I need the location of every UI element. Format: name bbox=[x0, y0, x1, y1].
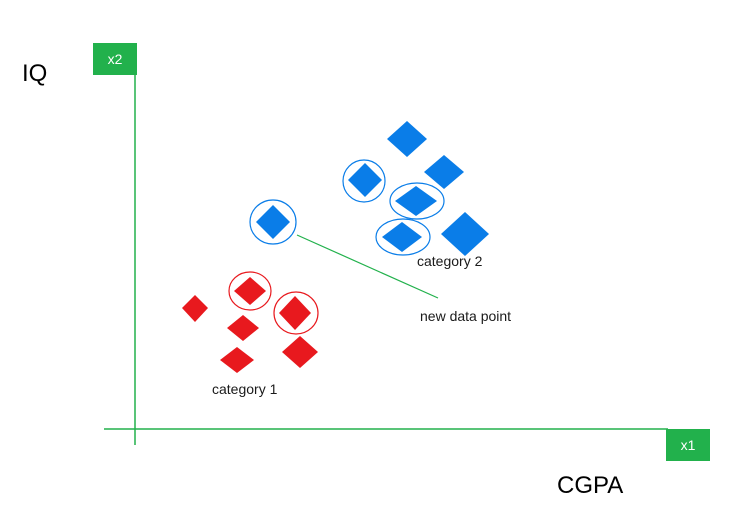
neighbor-circle bbox=[342, 159, 386, 203]
category-2-points bbox=[256, 121, 489, 256]
category-1-points bbox=[182, 277, 318, 373]
category-1-point bbox=[220, 347, 254, 373]
category-1-point bbox=[234, 277, 266, 305]
new-data-point-label: new data point bbox=[420, 308, 512, 324]
y-axis-label: IQ bbox=[22, 60, 48, 87]
category-2-point bbox=[382, 222, 422, 252]
neighbor-circle bbox=[375, 218, 431, 256]
neighbor-circle bbox=[273, 291, 319, 335]
category-1-point bbox=[182, 295, 208, 322]
category-2-neighbor-circles bbox=[249, 159, 445, 256]
x-axis-label: CGPA bbox=[557, 472, 624, 499]
x-axis-tag: x1 bbox=[666, 429, 710, 461]
category-1-point bbox=[227, 315, 259, 341]
category-2-point bbox=[387, 121, 427, 157]
category-2-label: category 2 bbox=[417, 253, 483, 269]
category-1-neighbor-circles bbox=[228, 271, 319, 335]
y-axis-tag: x2 bbox=[93, 43, 137, 75]
new-data-point bbox=[256, 205, 290, 239]
category-1-point bbox=[279, 296, 311, 330]
category-1-point bbox=[282, 336, 318, 368]
category-2-point bbox=[424, 155, 464, 189]
neighbor-circle bbox=[389, 182, 445, 220]
category-1-label: category 1 bbox=[212, 381, 278, 397]
new-point-circle bbox=[249, 199, 297, 245]
category-2-point bbox=[441, 212, 489, 256]
category-2-point bbox=[348, 163, 382, 197]
new-point-connector bbox=[296, 234, 439, 299]
category-2-point bbox=[395, 186, 437, 216]
neighbor-circle bbox=[228, 271, 272, 311]
